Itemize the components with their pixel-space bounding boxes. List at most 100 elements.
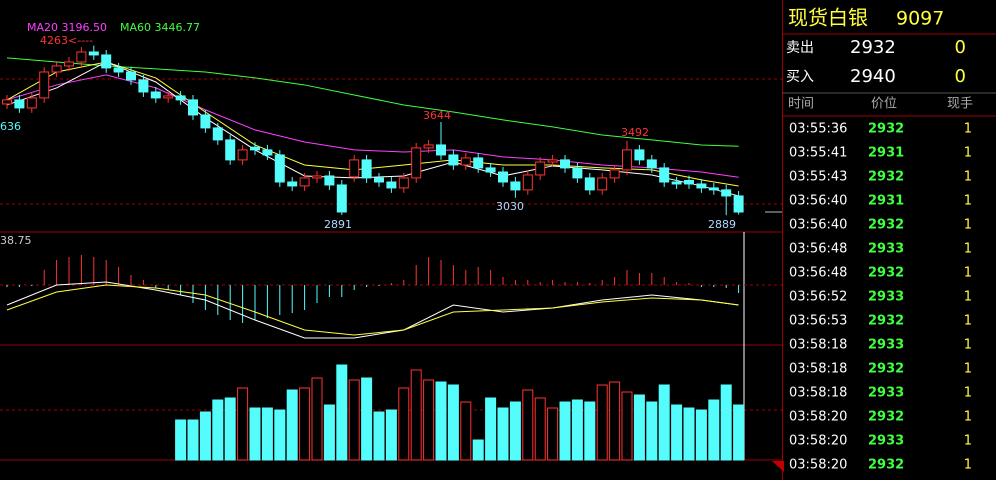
bid-price: 2940 [850,66,896,87]
trade-volume: 1 [964,122,972,137]
trade-price: 2932 [868,218,904,233]
trade-price: 2933 [868,338,904,353]
volume-bar [485,397,497,461]
volume-bar [261,407,273,461]
candle-body [212,127,223,141]
volume-bar [460,401,472,461]
volume-bar [323,404,335,461]
trade-price: 2933 [868,242,904,257]
ma-legend: MA20 3196.50 [27,21,107,34]
volume-bar [435,381,447,461]
trade-volume: 1 [964,218,972,233]
ask-label: 卖出 [786,40,814,56]
header-volume: 现手 [947,97,973,112]
candle-body [671,181,682,185]
trade-price: 2932 [868,266,904,281]
candle-body [361,159,372,179]
candle-body [113,67,124,73]
trade-time: 03:58:18 [789,386,847,401]
trade-volume: 1 [964,458,972,473]
trade-time: 03:55:36 [789,122,847,137]
candle-body [386,181,397,189]
trade-volume: 1 [964,362,972,377]
candle-body [64,61,74,67]
trade-volume: 1 [964,338,972,353]
macd-line [6,284,739,336]
trade-time: 03:56:40 [789,218,847,233]
ma-legend: MA60 3446.77 [120,21,200,34]
candle-body [622,149,632,171]
candle-body [237,149,248,161]
trade-volume: 1 [964,434,972,449]
volume-bar [683,407,695,461]
candle-body [2,99,12,105]
trade-volume: 1 [964,266,972,281]
price-annotation: 4263<---- [40,34,93,47]
candle-body [312,175,322,179]
trade-volume: 1 [964,170,972,185]
candle-body [708,187,719,191]
volume-bar [596,384,608,461]
candle-body [163,95,174,99]
candle-body [188,99,198,116]
trade-time: 03:56:53 [789,314,847,329]
trade-volume: 1 [964,146,972,161]
volume-bar [410,369,422,461]
price-annotation: 3492 [621,126,649,139]
candle-body [634,149,645,161]
candle-body [572,167,583,179]
volume-bar [199,411,211,461]
volume-bar [621,391,633,461]
candle-body [646,159,657,169]
volume-bar [633,394,645,461]
candle-body [374,177,384,183]
candle-body [76,51,87,63]
candle-body [101,54,112,69]
ask-qty: 0 [955,37,966,58]
candle-body [250,146,260,151]
trade-time: 03:58:20 [789,458,847,473]
volume-bar [571,399,583,461]
trade-time: 03:58:18 [789,362,847,377]
volume-bar [646,401,658,461]
trade-time: 03:58:20 [789,434,847,449]
candle-body [200,114,211,129]
volume-bar [336,364,348,461]
header-time: 时间 [788,97,814,112]
quote-code: 9097 [896,8,944,30]
volume-bar [373,411,385,461]
trade-time: 03:56:48 [789,266,847,281]
candle-body [175,95,186,101]
volume-bar [547,407,559,461]
candle-body [225,139,236,161]
candle-body [659,167,670,183]
trade-price: 2933 [868,386,904,401]
candle-body [547,159,558,163]
candle-body [138,79,149,93]
volume-bar [534,397,546,461]
candle-body [299,177,310,187]
volume-bar [224,397,236,461]
volume-bar [609,381,621,461]
trade-volume: 1 [964,194,972,209]
candle-body [287,181,298,187]
trade-time: 03:56:40 [789,194,847,209]
candle-body [324,175,335,186]
macd-top-label: 38.75 [0,234,32,247]
candle-body [150,91,161,99]
candle-body [535,161,546,176]
trade-price: 2932 [868,122,904,137]
candle-body [39,71,50,99]
macd-line [6,281,739,339]
candle-body [485,167,496,173]
candle-body [274,154,285,183]
candle-body [510,181,521,191]
candle-body [14,99,25,109]
volume-bar [733,404,745,461]
candle-body [51,65,62,73]
volume-bar [187,419,199,461]
trade-volume: 1 [964,314,972,329]
candle-body [609,169,620,179]
